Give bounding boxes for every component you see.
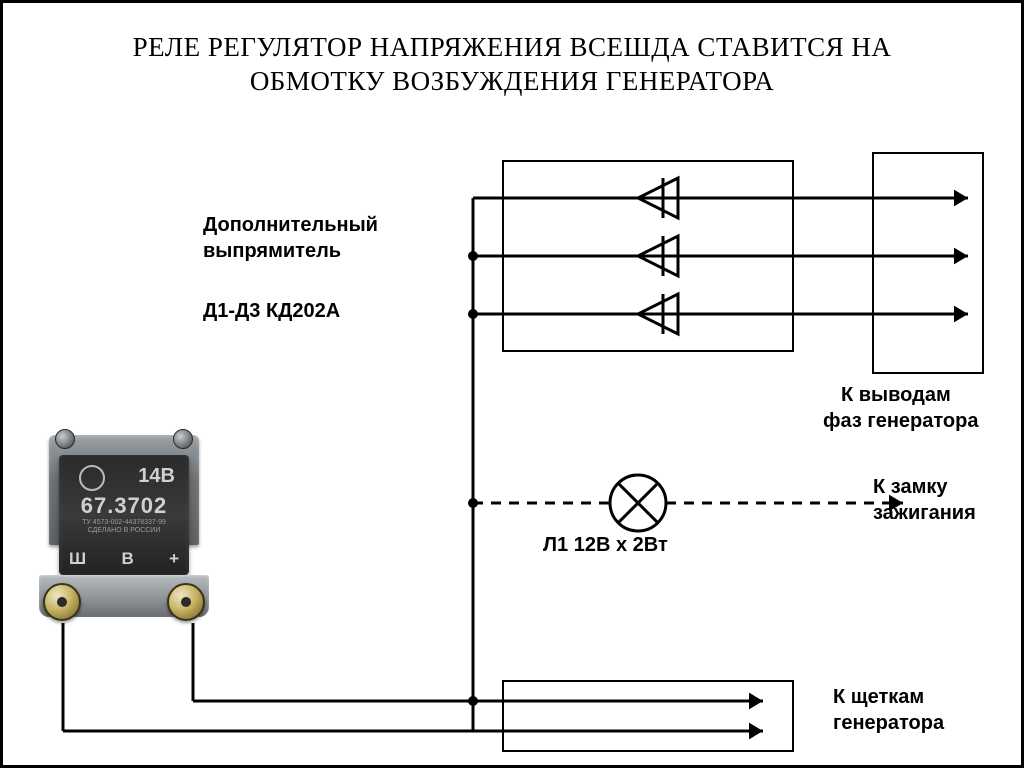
diagram-label: выпрямитель (203, 240, 341, 262)
diagram-label: Д1-Д3 КД202А (203, 300, 340, 322)
regulator-model: 67.3702 (59, 493, 189, 519)
regulator-terminal-right (167, 583, 205, 621)
regulator-logo-icon (79, 465, 105, 491)
diagram-label: К замку (873, 476, 948, 498)
regulator-body: 14В 67.3702 ТУ 4573-002-44378337-99 СДЕЛ… (59, 455, 189, 575)
diagram-label: Дополнительный (203, 214, 378, 236)
voltage-regulator-photo: 14В 67.3702 ТУ 4573-002-44378337-99 СДЕЛ… (39, 435, 209, 635)
regulator-pins: Ш В + (69, 549, 179, 569)
diagram-label: фаз генератора (823, 410, 979, 432)
regulator-pin-sh: Ш (69, 549, 86, 569)
regulator-pin-b: В (121, 549, 133, 569)
regulator-voltage: 14В (138, 465, 175, 488)
diagram-label: К выводам (841, 384, 951, 406)
regulator-smalltext: ТУ 4573-002-44378337-99 СДЕЛАНО В РОССИИ (71, 519, 177, 535)
diagram-label: Л1 12В х 2Вт (543, 534, 668, 556)
regulator-terminal-left (43, 583, 81, 621)
diagram-label: генератора (833, 712, 945, 734)
diagram-label: К щеткам (833, 686, 924, 708)
regulator-pin-plus: + (169, 549, 179, 569)
page-frame: РЕЛЕ РЕГУЛЯТОР НАПРЯЖЕНИЯ ВСЕШДА СТАВИТС… (0, 0, 1024, 768)
circuit-diagram: Дополнительный выпрямитель Д1-Д3 КД202А К в… (3, 3, 1024, 771)
diagram-label: зажигания (873, 502, 976, 524)
